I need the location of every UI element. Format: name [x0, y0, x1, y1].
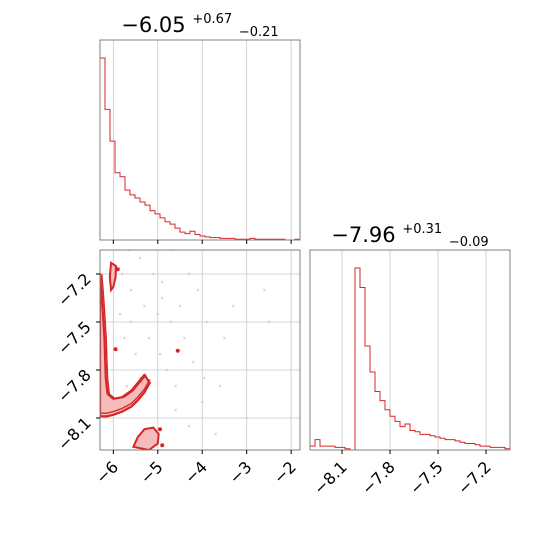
scatter-point	[187, 272, 191, 276]
x-tick-label: −2	[270, 457, 300, 487]
scatter-point	[165, 368, 168, 372]
contour-blob	[131, 426, 160, 450]
contour-point	[158, 427, 162, 432]
x-tick-label: −4	[181, 457, 211, 487]
scatter-point	[214, 432, 217, 436]
contour-point	[115, 267, 120, 272]
scatter-point	[178, 304, 182, 308]
scatter-point	[129, 320, 133, 324]
contour-band	[100, 272, 151, 418]
scatter-point	[129, 288, 133, 292]
contour-level	[101, 273, 147, 400]
scatter-point	[138, 256, 142, 260]
histogram-param2	[310, 267, 510, 450]
x-tick-label: −7.8	[358, 457, 399, 498]
histogram-param1	[100, 57, 300, 240]
x-tick-label: −3	[225, 457, 255, 487]
param2-title: −7.96 +0.31 −0.09	[331, 214, 488, 250]
scatter-point	[245, 416, 248, 420]
scatter-point	[143, 304, 146, 308]
scatter-point	[118, 312, 122, 316]
param1-title-lower: −0.21	[239, 25, 279, 40]
ticks-layer: −6 −5 −4 −3 −2 −8.1 −7.8 −7.5 −7.2−8.1−7.8−7.5−7…	[54, 240, 495, 498]
scatter-point	[174, 408, 177, 412]
scatter-point	[174, 384, 177, 388]
contour-blob	[108, 261, 118, 293]
scatter-point	[267, 320, 271, 324]
scatter-point	[183, 336, 186, 340]
frame-hist1	[99, 39, 301, 241]
grid-layer	[100, 40, 487, 450]
frame-hist2	[309, 249, 511, 451]
scatter-point	[152, 272, 155, 276]
scatter-point	[147, 336, 151, 340]
scatter-point	[169, 320, 173, 324]
param1-title-value: −6.05	[121, 13, 185, 37]
scatter-point	[205, 320, 208, 324]
param2-title-lower: −0.09	[449, 235, 489, 250]
scatter-point	[232, 304, 235, 308]
contour-point	[175, 348, 180, 353]
param2-title-value: −7.96	[331, 223, 395, 247]
scatter-point	[156, 312, 159, 316]
scatter-point	[218, 384, 222, 388]
scatter-point	[161, 296, 164, 300]
y-tick-label: −8.1	[54, 413, 95, 454]
scatter-point	[203, 376, 206, 380]
scatter-point	[263, 288, 266, 292]
contour-panel	[100, 250, 271, 450]
contour-level	[100, 379, 151, 414]
x-tick-label: −8.1	[310, 457, 351, 498]
contour-point	[113, 347, 118, 352]
frames-layer	[99, 39, 511, 451]
scatter-point	[123, 336, 126, 340]
frame-2d	[99, 249, 301, 451]
x-tick-label: −6	[92, 457, 122, 487]
contour-point	[160, 443, 165, 448]
scatter-point	[125, 384, 128, 388]
param2-title-upper: +0.31	[402, 222, 442, 237]
x-tick-label: −5	[136, 457, 166, 487]
scatter-point	[121, 272, 124, 276]
x-tick-label: −7.5	[406, 457, 447, 498]
scatter-point	[196, 288, 199, 292]
y-tick-label: −7.2	[54, 269, 95, 310]
scatter-point	[192, 360, 195, 364]
param1-title-upper: +0.67	[192, 12, 232, 27]
data-layer	[100, 57, 510, 450]
param1-title: −6.05 +0.67 −0.21	[121, 4, 278, 40]
scatter-point	[161, 280, 164, 284]
x-tick-label: −7.2	[454, 457, 495, 498]
scatter-point	[223, 336, 226, 340]
y-tick-label: −7.5	[54, 317, 95, 358]
scatter-point	[158, 352, 162, 356]
y-tick-label: −7.8	[54, 365, 95, 406]
scatter-point	[134, 352, 137, 356]
scatter-point	[201, 400, 204, 404]
scatter-point	[187, 424, 191, 428]
